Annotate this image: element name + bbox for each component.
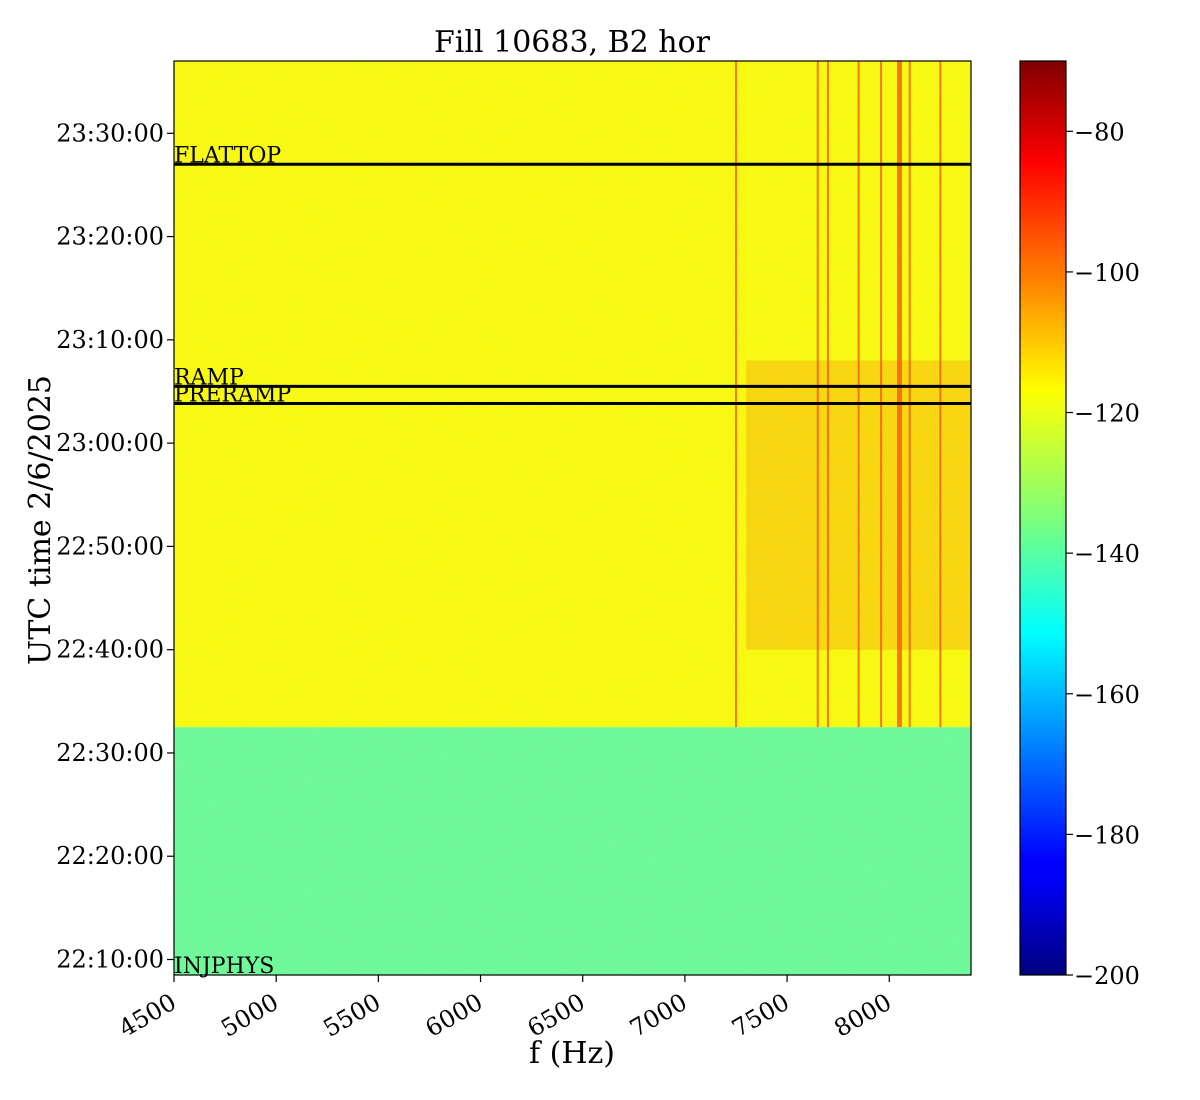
phase-label-preramp: PRERAMP [174,383,291,408]
y-tick-label-233000: 23:30:00 [56,119,164,147]
y-axis: 22:10:00 22:20:00 22:30:00 22:40:00 22:50:00… [56,119,174,974]
x-tick-label-7500: 7500 [727,988,794,1043]
y-tick-label-232000: 23:20:00 [56,223,164,251]
colorbar-tick-label-200: −200 [1074,962,1140,990]
x-tick-label-5000: 5000 [216,988,283,1043]
x-tick-label-6000: 6000 [421,988,488,1043]
x-tick-label-5500: 5500 [318,988,385,1043]
x-tick-label-6500: 6500 [523,988,590,1043]
colorbar: −80 −100 −120 −140 −160 −180 −200 [1019,60,1140,990]
y-tick-label-225000: 22:50:00 [56,532,164,560]
y-tick-label-224000: 22:40:00 [56,636,164,664]
y-tick-label-230000: 23:00:00 [56,429,164,457]
phase-label-flattop: FLATTOP [174,143,281,168]
chart-title: Fill 10683, B2 hor [434,25,711,60]
x-axis-label: f (Hz) [529,1036,615,1071]
colorbar-tick-label-180: −180 [1074,821,1140,849]
y-tick-label-231000: 23:10:00 [56,326,164,354]
colorbar-gradient [1019,60,1067,976]
x-tick-label-7000: 7000 [625,988,692,1043]
colorbar-tick-label-80: −80 [1074,118,1125,146]
x-tick-label-4500: 4500 [114,988,181,1043]
y-tick-label-223000: 22:30:00 [56,739,164,767]
x-axis: 4500 5000 5500 6000 6500 7000 7500 8000 [114,975,896,1043]
colorbar-tick-label-140: −140 [1074,540,1140,568]
colorbar-tick-label-120: −120 [1074,400,1140,428]
y-axis-label: UTC time 2/6/2025 [23,375,58,665]
colorbar-tick-label-100: −100 [1074,259,1140,287]
y-tick-label-222000: 22:20:00 [56,842,164,870]
noise-texture [174,61,971,975]
x-tick-label-8000: 8000 [829,988,896,1043]
plot-frame [173,60,972,976]
y-tick-label-221000: 22:10:00 [56,946,164,974]
phase-label-ramp: RAMP [174,365,244,390]
colorbar-tick-label-160: −160 [1074,681,1140,709]
